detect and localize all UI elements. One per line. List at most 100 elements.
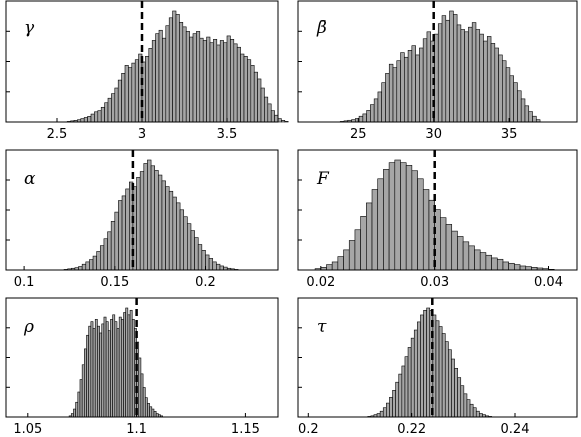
histogram-bar: [456, 24, 462, 123]
histogram-bar: [213, 39, 218, 123]
histogram-bar: [83, 117, 88, 123]
histogram-bar: [392, 390, 396, 418]
histogram-bar: [99, 245, 105, 271]
histogram-bar: [79, 379, 83, 418]
histogram-bar: [165, 25, 170, 123]
panel-gamma: γ 2.5 3 3.5: [5, 0, 289, 142]
histogram-bar: [468, 26, 473, 123]
histogram-bar: [426, 307, 431, 418]
histogram-bar: [168, 190, 174, 271]
histogram-bar: [131, 319, 135, 418]
histogram-bar: [426, 31, 432, 123]
histogram-bar: [475, 410, 480, 418]
histogram-bar: [519, 265, 527, 271]
histogram-bar: [513, 82, 518, 123]
histogram-bar: [103, 238, 108, 271]
histogram-bar: [377, 91, 382, 123]
x-tick-label: 2.5: [47, 127, 68, 142]
histogram-bar: [92, 328, 96, 418]
histogram-bar: [354, 229, 361, 271]
histogram-bar: [144, 397, 148, 418]
histogram-bar: [377, 178, 384, 271]
histogram-bar: [413, 329, 418, 418]
histogram-bar: [404, 56, 409, 123]
histogram-bar: [196, 31, 201, 123]
histogram-bar: [284, 121, 289, 123]
parameter-label: ρ: [23, 317, 34, 337]
histogram-bar: [451, 230, 458, 271]
histogram-bar: [247, 59, 252, 123]
histogram-bar: [410, 337, 415, 418]
histogram-bar: [150, 165, 156, 271]
histogram-bar: [140, 373, 144, 418]
x-tick-label: 0.24: [501, 422, 530, 437]
panel-border: [297, 149, 578, 271]
histogram-bar: [128, 67, 133, 123]
histogram-bar: [123, 312, 126, 418]
histogram-bar: [281, 120, 286, 123]
histogram-bar: [155, 413, 159, 418]
histogram-bar: [417, 178, 424, 271]
x-tick-label: 1.15: [231, 422, 260, 437]
histogram-bar: [86, 334, 89, 418]
histogram-bar: [155, 33, 160, 123]
histogram-bar: [142, 387, 146, 418]
histogram-bar: [383, 169, 390, 271]
histogram-bar: [464, 31, 469, 123]
parameter-label: τ: [317, 317, 327, 337]
histogram-bar: [457, 377, 462, 418]
histogram-bar: [209, 42, 214, 123]
histogram-bar: [194, 237, 199, 271]
histogram-bar: [118, 316, 122, 418]
histogram-bar: [398, 373, 403, 418]
histogram-bar: [230, 39, 235, 123]
panel-border: [5, 149, 279, 271]
histogram-bar: [366, 110, 371, 123]
histogram-bar: [371, 189, 379, 271]
histogram-bar: [423, 310, 427, 418]
x-tick-label: 0.22: [397, 422, 426, 437]
histogram-bar: [192, 33, 197, 123]
histogram-bar: [396, 60, 401, 123]
histogram-bar: [147, 403, 150, 418]
histogram-bar: [80, 118, 85, 123]
histogram-bar: [182, 26, 187, 123]
panel-rho: ρ 1.05 1.1 1.15: [5, 297, 279, 437]
histogram-bar: [101, 323, 105, 418]
histogram-bar: [445, 224, 453, 271]
histogram-bar: [394, 159, 401, 271]
x-tick-label: 35: [501, 127, 518, 142]
histogram-bar: [94, 319, 98, 418]
histogram-bar: [395, 381, 400, 418]
histogram-bar: [75, 401, 79, 418]
histogram-bar: [175, 14, 180, 123]
histogram-bar: [411, 170, 418, 271]
histogram-bar: [107, 97, 112, 123]
histogram-bar: [105, 321, 109, 418]
histogram-bar: [454, 367, 458, 418]
histogram-bar: [118, 200, 123, 271]
histogram-bar: [151, 408, 155, 418]
histogram-bar: [97, 325, 100, 418]
histogram-bar: [270, 110, 275, 123]
histogram-bar: [187, 223, 192, 271]
histogram-bar: [376, 413, 381, 418]
histogram-bar: [490, 43, 496, 123]
histogram-bar: [373, 98, 379, 123]
histogram-bar: [331, 261, 339, 271]
x-tick-label: 3.5: [217, 127, 238, 142]
x-tick-label: 3: [138, 127, 146, 142]
panel-tau: τ 0.2 0.22 0.24: [297, 297, 578, 437]
histogram-bar: [486, 36, 492, 123]
histogram-bar: [243, 56, 248, 123]
histogram-bar: [400, 162, 407, 271]
histogram-bar: [154, 170, 159, 271]
histogram-bar: [124, 65, 129, 123]
histogram-bar: [438, 326, 443, 418]
x-tick-label: 1.1: [126, 422, 147, 437]
histogram-bar: [386, 402, 390, 418]
histogram-bar: [90, 321, 94, 418]
histogram-bar: [183, 216, 188, 271]
histogram-bar: [125, 307, 129, 418]
